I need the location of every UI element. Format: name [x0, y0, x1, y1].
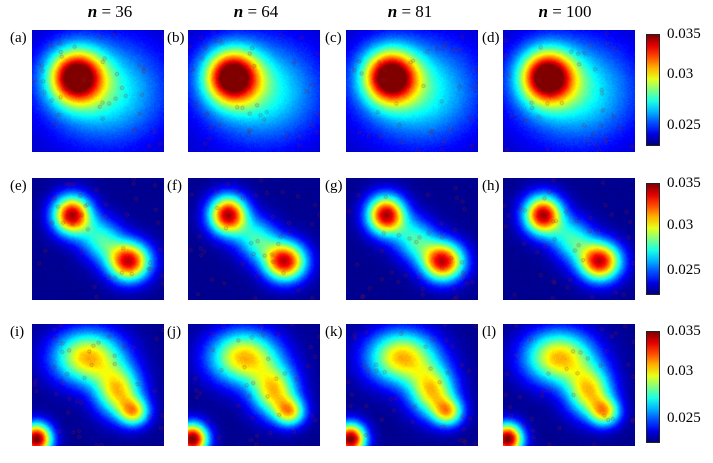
heatmap-canvas-c	[346, 30, 478, 152]
heatmap-canvas-e	[32, 178, 164, 300]
panel-label-d: (d)	[482, 30, 500, 46]
column-header-3: n = 81	[387, 2, 433, 21]
colorbar-3-tick-top: 0.035	[667, 323, 701, 339]
heatmap-canvas-k	[346, 324, 478, 446]
heatmap-panel-c	[346, 30, 478, 152]
panel-label-e: (e)	[10, 178, 27, 194]
panel-label-g: (g)	[325, 178, 343, 194]
colorbar-2-tick-top: 0.035	[667, 175, 701, 191]
heatmap-panel-h	[503, 178, 635, 300]
colorbar-row-3	[646, 331, 660, 443]
heatmap-canvas-l	[503, 324, 635, 446]
heatmap-canvas-g	[346, 178, 478, 300]
colorbar-2-tick-mid: 0.03	[667, 217, 694, 233]
colorbar-1-tick-top: 0.035	[667, 26, 701, 42]
heatmap-panel-i	[32, 324, 164, 446]
column-header-4: n = 100	[538, 2, 592, 21]
panel-label-f: (f)	[167, 178, 182, 194]
column-header-1: n = 36	[87, 2, 133, 21]
heatmap-canvas-b	[188, 30, 320, 152]
heatmap-canvas-d	[503, 30, 635, 152]
heatmap-panel-b	[188, 30, 320, 152]
colorbar-1-tick-bottom: 0.025	[667, 117, 701, 133]
heatmap-panel-k	[346, 324, 478, 446]
colorbar-row-2	[646, 183, 660, 295]
heatmap-canvas-j	[188, 324, 320, 446]
heatmap-panel-e	[32, 178, 164, 300]
colorbar-row-1	[646, 34, 660, 146]
colorbar-3-tick-mid: 0.03	[667, 363, 694, 379]
panel-label-c: (c)	[325, 30, 342, 46]
panel-label-b: (b)	[167, 30, 185, 46]
panel-label-j: (j)	[167, 324, 182, 340]
colorbar-1-tick-mid: 0.03	[667, 66, 694, 82]
colorbar-2-tick-bottom: 0.025	[667, 262, 701, 278]
heatmap-panel-a	[32, 30, 164, 152]
heatmap-canvas-f	[188, 178, 320, 300]
heatmap-panel-j	[188, 324, 320, 446]
panel-label-l: (l)	[482, 324, 497, 340]
heatmap-panel-f	[188, 178, 320, 300]
heatmap-panel-d	[503, 30, 635, 152]
panel-label-i: (i)	[10, 324, 25, 340]
heatmap-canvas-h	[503, 178, 635, 300]
heatmap-panel-l	[503, 324, 635, 446]
panel-label-k: (k)	[325, 324, 343, 340]
panel-label-h: (h)	[482, 178, 500, 194]
panel-label-a: (a)	[10, 30, 27, 46]
heatmap-panel-g	[346, 178, 478, 300]
heatmap-canvas-a	[32, 30, 164, 152]
colorbar-3-tick-bottom: 0.025	[667, 410, 701, 426]
heatmap-canvas-i	[32, 324, 164, 446]
column-header-2: n = 64	[233, 2, 279, 21]
